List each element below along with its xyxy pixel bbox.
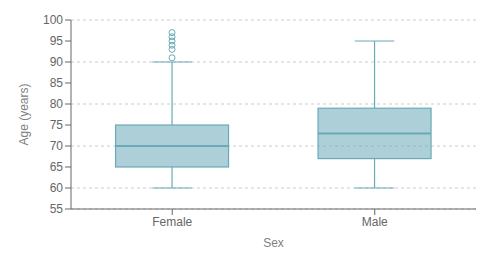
svg-text:80: 80 <box>50 97 64 111</box>
svg-text:65: 65 <box>50 160 64 174</box>
svg-text:95: 95 <box>50 34 64 48</box>
svg-text:Female: Female <box>152 215 192 229</box>
svg-text:70: 70 <box>50 139 64 153</box>
svg-text:100: 100 <box>43 13 63 27</box>
svg-text:90: 90 <box>50 55 64 69</box>
svg-text:Age (years): Age (years) <box>17 83 31 145</box>
svg-text:Sex: Sex <box>263 236 284 250</box>
svg-text:85: 85 <box>50 76 64 90</box>
svg-text:Male: Male <box>362 215 388 229</box>
svg-text:55: 55 <box>50 202 64 216</box>
svg-text:60: 60 <box>50 181 64 195</box>
svg-text:75: 75 <box>50 118 64 132</box>
